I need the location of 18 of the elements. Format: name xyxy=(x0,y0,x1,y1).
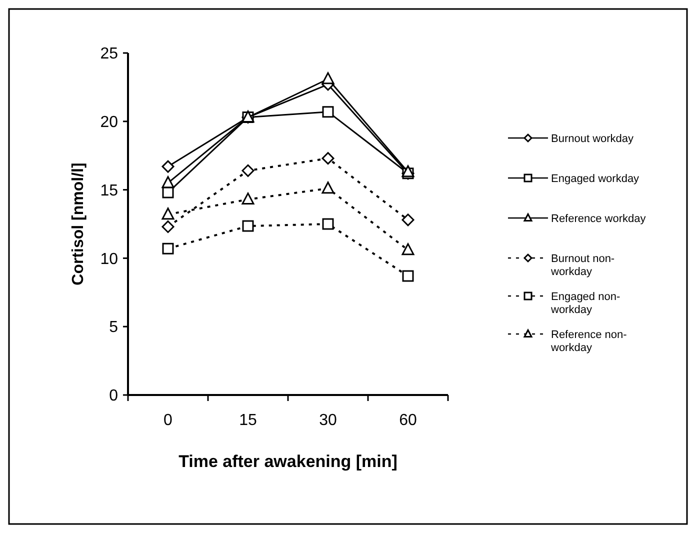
y-tick-label: 25 xyxy=(100,46,118,63)
legend-label: Engaged workday xyxy=(551,172,640,185)
legend-label: Reference workday xyxy=(551,212,646,225)
x-tick-label: 60 xyxy=(399,412,417,429)
x-axis-title: Time after awakening [min] xyxy=(178,452,398,471)
legend-label: Burnout workday xyxy=(551,132,634,145)
x-tick-label: 0 xyxy=(164,412,173,429)
x-tick-label: 30 xyxy=(319,412,337,429)
legend-label: Engaged non-workday xyxy=(550,290,620,316)
legend-label: Burnout non-workday xyxy=(550,252,615,278)
y-tick-label: 0 xyxy=(109,388,118,405)
y-axis-title: Cortisol [nmol/l] xyxy=(70,162,87,286)
y-tick-label: 5 xyxy=(109,319,118,336)
y-tick-label: 15 xyxy=(100,182,118,200)
y-tick-label: 20 xyxy=(100,114,118,131)
y-tick-label: 10 xyxy=(100,250,118,268)
legend-label: Reference non-workday xyxy=(550,328,628,354)
x-tick-label: 15 xyxy=(239,412,257,429)
